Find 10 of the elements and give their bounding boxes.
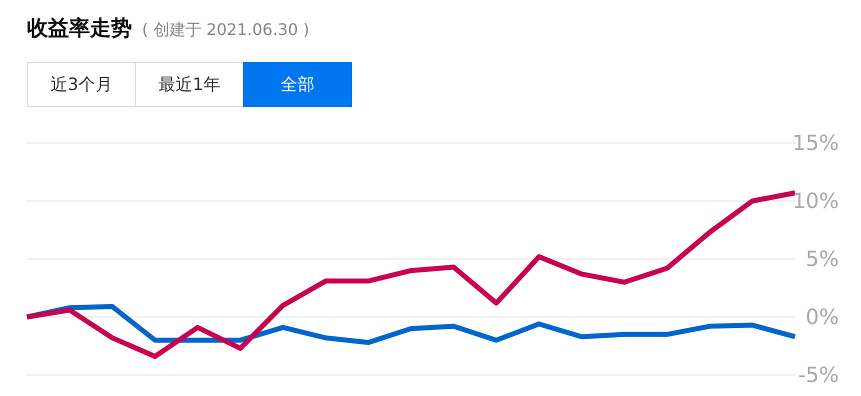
y-tick-label: 10% [792,189,839,213]
range-button: 全部 [243,62,352,107]
y-tick-label: 5% [806,247,839,271]
y-tick-label: -5% [798,363,839,387]
y-tick-label: 0% [806,305,839,329]
chart-subtitle: ( 创建于 2021.06.30 ) [142,20,310,39]
range-button: 近3个月 [27,62,136,107]
y-tick-label: 15% [792,131,839,155]
range-button: 最近1年 [135,62,244,107]
chart-title: 收益率走势 [27,16,132,40]
